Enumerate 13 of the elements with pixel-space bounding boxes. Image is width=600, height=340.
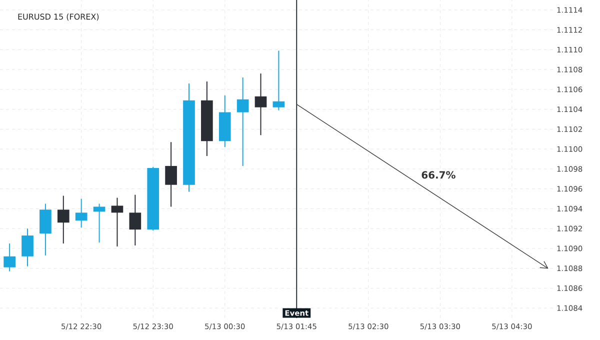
candlestick bbox=[272, 50, 285, 111]
candlestick bbox=[22, 228, 34, 267]
candlestick bbox=[129, 194, 142, 246]
candlestick bbox=[254, 73, 267, 136]
candlestick bbox=[40, 203, 52, 256]
candlestick bbox=[236, 77, 249, 166]
candlestick bbox=[75, 198, 88, 228]
candlestick bbox=[57, 195, 70, 244]
candlestick bbox=[165, 142, 177, 208]
candlestick bbox=[111, 197, 124, 247]
candlestick bbox=[93, 203, 106, 243]
candlestick bbox=[4, 242, 16, 272]
annotation: 66.7% bbox=[422, 171, 456, 179]
